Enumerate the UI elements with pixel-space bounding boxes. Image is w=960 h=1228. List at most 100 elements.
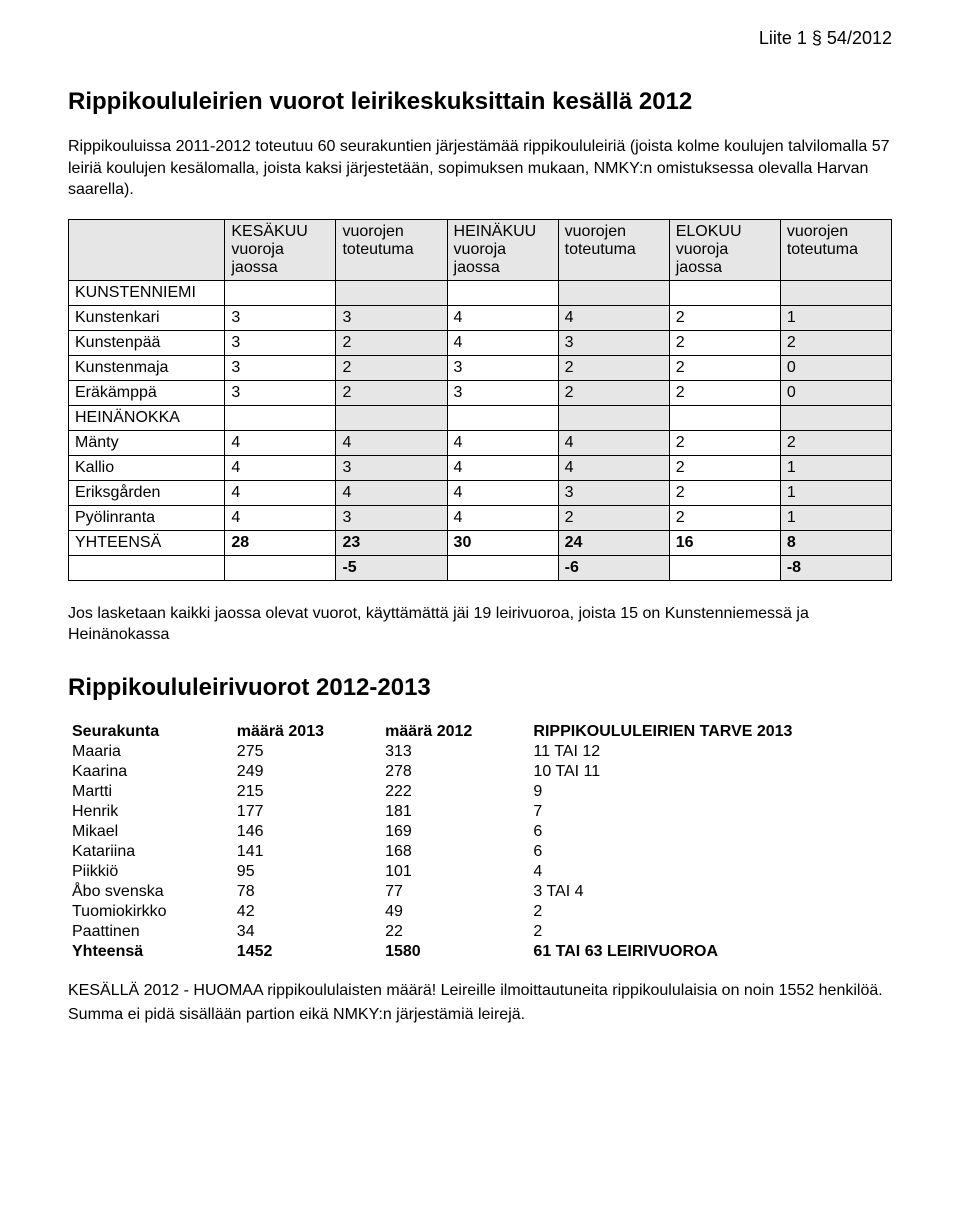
empty-cell (447, 280, 558, 305)
alloc-header-cell: RIPPIKOULULEIRIEN TARVE 2013 (529, 722, 892, 742)
value-cell: 4 (558, 305, 669, 330)
shift-th-5: ELOKUU vuoroja jaossa (669, 219, 780, 280)
value-cell: 2 (669, 430, 780, 455)
shift-th-6: vuorojen toteutuma (780, 219, 891, 280)
shift-table-head: KESÄKUU vuoroja jaossa vuorojen toteutum… (69, 219, 892, 280)
value-cell: 9 (529, 782, 892, 802)
value-cell: 30 (447, 530, 558, 555)
value-cell: 3 (336, 505, 447, 530)
total-cell: 1580 (381, 942, 529, 962)
value-cell: 141 (233, 842, 381, 862)
section-label: HEINÄNOKKA (69, 405, 225, 430)
value-cell: 6 (529, 842, 892, 862)
value-cell: 3 (225, 380, 336, 405)
between-paragraph: Jos lasketaan kaikki jaossa olevat vuoro… (68, 603, 892, 646)
shift-th-0 (69, 219, 225, 280)
value-cell: Henrik (68, 802, 233, 822)
table-row: Tuomiokirkko42492 (68, 902, 892, 922)
page-title-1: Rippikoululeirien vuorot leirikeskuksitt… (68, 88, 892, 116)
shift-th-2: vuorojen toteutuma (336, 219, 447, 280)
value-cell: 3 (447, 380, 558, 405)
shift-table-body: KUNSTENNIEMIKunstenkari334421Kunstenpää3… (69, 280, 892, 580)
value-cell: 34 (233, 922, 381, 942)
value-cell: 2 (780, 430, 891, 455)
value-cell: 3 (225, 305, 336, 330)
value-cell (447, 555, 558, 580)
final-block: KESÄLLÄ 2012 - HUOMAA rippikoululaisten … (68, 980, 892, 1025)
table-row: Åbo svenska78773 TAI 4 (68, 882, 892, 902)
value-cell: 146 (233, 822, 381, 842)
value-cell: 95 (233, 862, 381, 882)
value-cell: Mikael (68, 822, 233, 842)
table-row: Martti2152229 (68, 782, 892, 802)
value-cell: 3 (225, 355, 336, 380)
value-cell: 3 (225, 330, 336, 355)
value-cell: 77 (381, 882, 529, 902)
table-row: Kunstenmaja323220 (69, 355, 892, 380)
table-row: Maaria27531311 TAI 12 (68, 742, 892, 762)
value-cell: 2 (336, 355, 447, 380)
value-cell: 2 (669, 355, 780, 380)
value-cell: 2 (669, 330, 780, 355)
value-cell: 4 (447, 455, 558, 480)
empty-cell (558, 405, 669, 430)
total-cell: Yhteensä (68, 942, 233, 962)
table-row: Henrik1771817 (68, 802, 892, 822)
value-cell: 3 (336, 455, 447, 480)
value-cell: 4 (558, 430, 669, 455)
value-cell: 24 (558, 530, 669, 555)
value-cell: 4 (225, 480, 336, 505)
table-row: YHTEENSÄ28233024168 (69, 530, 892, 555)
value-cell: 4 (529, 862, 892, 882)
value-cell: 16 (669, 530, 780, 555)
shift-th-1: KESÄKUU vuoroja jaossa (225, 219, 336, 280)
empty-cell (225, 280, 336, 305)
value-cell: 4 (336, 480, 447, 505)
value-cell: 4 (447, 330, 558, 355)
value-cell: Tuomiokirkko (68, 902, 233, 922)
alloc-header-cell: määrä 2012 (381, 722, 529, 742)
row-label: Kunstenmaja (69, 355, 225, 380)
value-cell: 2 (336, 380, 447, 405)
value-cell: -5 (336, 555, 447, 580)
value-cell: Martti (68, 782, 233, 802)
value-cell: 0 (780, 380, 891, 405)
value-cell: 1 (780, 455, 891, 480)
value-cell: 4 (336, 430, 447, 455)
value-cell: 1 (780, 305, 891, 330)
value-cell: Åbo svenska (68, 882, 233, 902)
empty-cell (558, 280, 669, 305)
table-row: Pyölinranta434221 (69, 505, 892, 530)
value-cell: Piikkiö (68, 862, 233, 882)
value-cell: -8 (780, 555, 891, 580)
row-label: Mänty (69, 430, 225, 455)
value-cell: 10 TAI 11 (529, 762, 892, 782)
shift-th-3: HEINÄKUU vuoroja jaossa (447, 219, 558, 280)
table-row: Kunstenkari334421 (69, 305, 892, 330)
value-cell: 215 (233, 782, 381, 802)
value-cell: Paattinen (68, 922, 233, 942)
row-label: Eräkämppä (69, 380, 225, 405)
table-row: Katariina1411686 (68, 842, 892, 862)
value-cell: 4 (225, 455, 336, 480)
value-cell: 2 (558, 505, 669, 530)
value-cell: 11 TAI 12 (529, 742, 892, 762)
value-cell: 2 (669, 305, 780, 330)
value-cell: 222 (381, 782, 529, 802)
value-cell: Maaria (68, 742, 233, 762)
row-label: Pyölinranta (69, 505, 225, 530)
table-row: Mänty444422 (69, 430, 892, 455)
value-cell: 4 (447, 430, 558, 455)
empty-cell (447, 405, 558, 430)
intro-paragraph: Rippikouluissa 2011-2012 toteutuu 60 seu… (68, 136, 892, 201)
value-cell: 23 (336, 530, 447, 555)
page-title-2: Rippikoululeirivuorot 2012-2013 (68, 674, 892, 702)
value-cell: 2 (558, 355, 669, 380)
final-line-1: KESÄLLÄ 2012 - HUOMAA rippikoululaisten … (68, 980, 892, 1002)
header-right: Liite 1 § 54/2012 (759, 28, 892, 49)
value-cell: 278 (381, 762, 529, 782)
value-cell: 2 (669, 505, 780, 530)
value-cell: 181 (381, 802, 529, 822)
table-row: Eräkämppä323220 (69, 380, 892, 405)
row-label: Kunstenpää (69, 330, 225, 355)
